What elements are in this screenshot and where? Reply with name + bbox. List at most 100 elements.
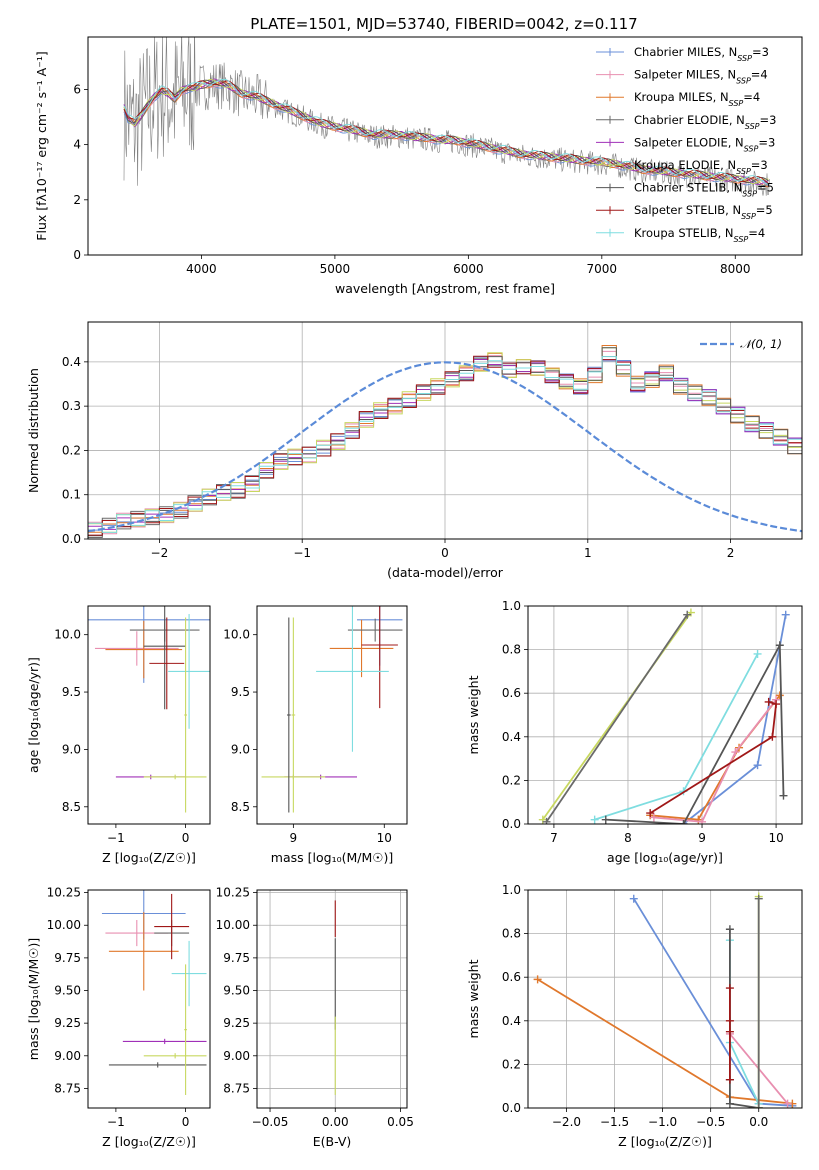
- x-axis-label: Z [log₁₀(Z/Z☉)]: [618, 1134, 712, 1149]
- errorbar-point: [291, 617, 296, 813]
- plus-marker: [683, 610, 692, 619]
- y-tick-label: 10.0: [223, 628, 250, 642]
- y-tick-label: 9.5: [231, 685, 250, 699]
- x-axis-label: E(B-V): [313, 1134, 352, 1149]
- axes-frame: [527, 889, 803, 1109]
- plot-area: [88, 606, 210, 813]
- plus-marker: [646, 809, 655, 818]
- weight-series: [725, 925, 763, 1108]
- x-axis-label: age [log₁₀(age/yr)]: [607, 850, 723, 865]
- plus-marker: [754, 894, 763, 903]
- plus-marker: [783, 1099, 792, 1108]
- weight-series: [629, 894, 797, 1108]
- y-tick-label: 4: [73, 138, 81, 152]
- legend-entry: Salpeter ELODIE, NSSP=3: [634, 135, 775, 153]
- errorbar-point: [184, 964, 187, 1095]
- y-tick-label: 0.0: [502, 1101, 521, 1115]
- series-line: [653, 699, 777, 823]
- x-tick-label: 0: [182, 831, 190, 845]
- x-tick-label: 1: [584, 546, 592, 560]
- plus-marker: [781, 610, 790, 619]
- x-tick-label: 8000: [720, 262, 751, 276]
- plus-marker: [753, 761, 762, 770]
- axes-frame: [87, 36, 803, 256]
- plus-marker: [629, 894, 638, 903]
- y-tick-label: 10.00: [216, 918, 250, 932]
- axes-frame: [256, 605, 408, 825]
- y-tick-label: 0.1: [62, 488, 81, 502]
- legend-entry: Chabrier STELIB, NSSP=5: [634, 181, 774, 199]
- plus-marker: [772, 700, 781, 709]
- series-line: [682, 614, 787, 824]
- axes-frame: [87, 889, 211, 1109]
- x-tick-label: −0.5: [696, 1115, 725, 1129]
- plus-marker: [698, 817, 707, 824]
- axes-frame: [256, 889, 408, 1109]
- y-axis-label: Flux [fλ10⁻¹⁷ erg cm⁻² s⁻¹ A⁻¹]: [34, 51, 49, 240]
- legend-entry: 𝒩(0, 1): [740, 337, 782, 351]
- errorbar-point: [316, 606, 389, 752]
- plus-marker: [753, 649, 762, 658]
- x-tick-label: −1.0: [648, 1115, 677, 1129]
- plot-area: [101, 890, 207, 1095]
- y-tick-label: 1.0: [502, 599, 521, 613]
- weight-series: [725, 984, 734, 1084]
- errorbar-point: [143, 606, 186, 710]
- x-tick-label: 10: [377, 831, 392, 845]
- x-axis-label: Z [log₁₀(Z/Z☉)]: [102, 1134, 196, 1149]
- x-tick-label: 0: [441, 546, 449, 560]
- errorbar-point: [108, 1062, 207, 1068]
- legend-entry: Kroupa ELODIE, NSSP=3: [634, 158, 768, 176]
- x-tick-label: 0: [182, 1115, 190, 1129]
- legend-entry: Kroupa MILES, NSSP=4: [634, 90, 760, 108]
- x-tick-label: 0.05: [387, 1115, 414, 1129]
- y-tick-label: 9.25: [54, 1016, 81, 1030]
- y-tick-label: 10.00: [47, 918, 81, 932]
- weight-series: [533, 975, 797, 1108]
- weight-series: [725, 936, 763, 1108]
- errorbar-point: [171, 940, 207, 1007]
- series-line: [649, 701, 778, 814]
- plus-marker: [590, 815, 599, 824]
- errorbar-point: [108, 912, 179, 991]
- y-tick-label: 8.5: [231, 800, 250, 814]
- axes-frame: [87, 321, 803, 540]
- weight-series: [679, 610, 790, 824]
- x-axis-label: wavelength [Angstrom, rest frame]: [335, 281, 555, 296]
- histogram-step: [88, 356, 802, 533]
- plus-marker: [731, 748, 740, 757]
- plus-marker: [601, 815, 610, 824]
- panel-mass-vs-Z: −1 0 8.75 9.00 9.25 9.50 9.75 10.00 10.25 Z [log₁…: [26, 886, 211, 1149]
- x-tick-label: 8: [624, 831, 632, 845]
- plus-marker: [725, 925, 734, 934]
- y-tick-label: 0.0: [502, 817, 521, 831]
- x-tick-label: 10: [768, 831, 783, 845]
- plus-marker: [533, 975, 542, 984]
- errorbar-point: [143, 1053, 207, 1059]
- y-tick-label: 0.8: [502, 927, 521, 941]
- plus-marker: [542, 817, 551, 824]
- x-tick-label: 5000: [320, 262, 351, 276]
- errorbar-point: [149, 617, 185, 710]
- x-tick-label: −1: [293, 546, 311, 560]
- y-tick-label: 8.75: [54, 1081, 81, 1095]
- errorbar-point: [361, 606, 398, 709]
- series-line: [545, 614, 688, 823]
- plus-marker: [768, 732, 777, 741]
- y-tick-label: 0.4: [502, 1014, 521, 1028]
- plus-marker: [649, 813, 658, 822]
- x-tick-label: 2: [727, 546, 735, 560]
- y-axis-label: mass weight: [466, 675, 481, 754]
- y-tick-label: 0.4: [502, 730, 521, 744]
- panel-residual-hist: −2 −1 0 1 2 0.0 0.1 0.2 0.3 0.4 (data-model)/error…: [26, 321, 803, 580]
- legend-entry: Kroupa STELIB, NSSP=4: [634, 226, 765, 244]
- weight-series: [646, 691, 784, 824]
- x-tick-label: −2.0: [552, 1115, 581, 1129]
- plus-marker: [725, 984, 734, 993]
- x-tick-label: 4000: [186, 262, 217, 276]
- plus-marker: [764, 697, 773, 706]
- y-tick-label: 10.25: [47, 886, 81, 900]
- series-line: [633, 898, 793, 1107]
- y-tick-label: 9.5: [62, 685, 81, 699]
